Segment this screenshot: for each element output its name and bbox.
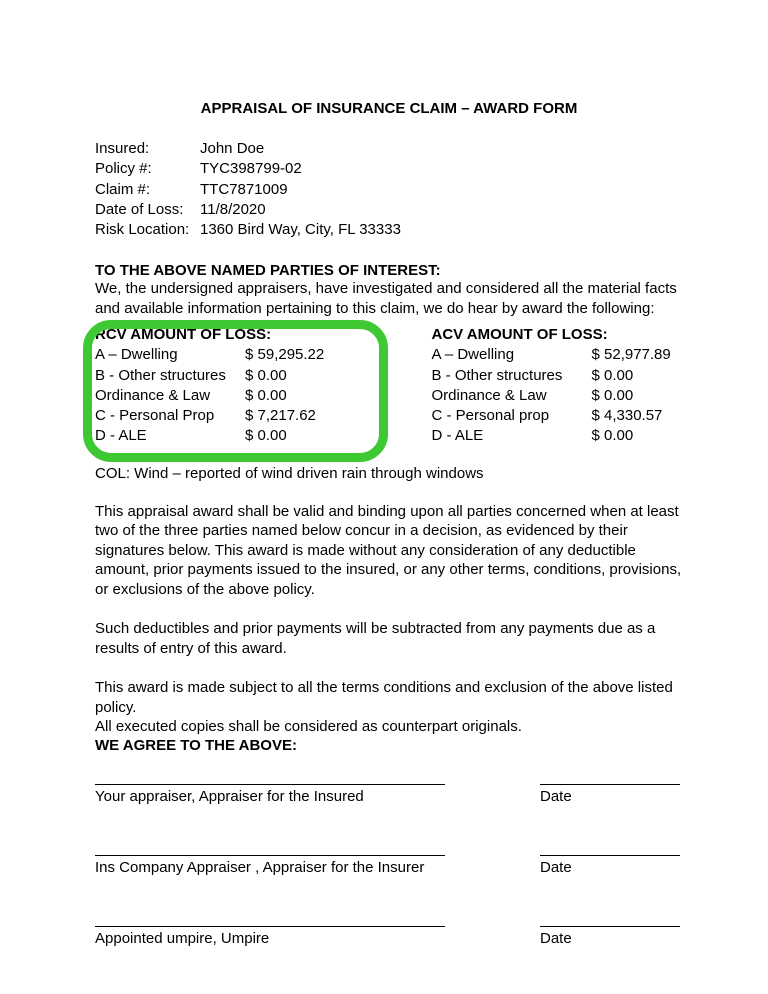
signature-umpire: Appointed umpire, Umpire — [95, 926, 445, 947]
date-loss-label: Date of Loss: — [95, 200, 200, 220]
rcv-value: $ 0.00 — [245, 386, 287, 406]
rcv-heading: RCV AMOUNT OF LOSS: — [95, 326, 347, 343]
rcv-row: B - Other structures $ 0.00 — [95, 366, 347, 386]
signature-date-label: Date — [540, 855, 680, 876]
acv-row: B - Other structures $ 0.00 — [432, 366, 684, 386]
acv-row: Ordinance & Law $ 0.00 — [432, 386, 684, 406]
signature-date-label: Date — [540, 926, 680, 947]
rcv-row: Ordinance & Law $ 0.00 — [95, 386, 347, 406]
acv-label: B - Other structures — [432, 366, 592, 386]
rcv-row: A – Dwelling $ 59,295.22 — [95, 345, 347, 365]
policy-label: Policy #: — [95, 159, 200, 179]
acv-value: $ 0.00 — [592, 386, 634, 406]
acv-label: Ordinance & Law — [432, 386, 592, 406]
insured-label: Insured: — [95, 139, 200, 159]
acv-label: A – Dwelling — [432, 345, 592, 365]
acv-label: D - ALE — [432, 426, 592, 446]
rcv-row: C - Personal Prop $ 7,217.62 — [95, 406, 347, 426]
policy-value: TYC398799-02 — [200, 159, 302, 179]
acv-heading: ACV AMOUNT OF LOSS: — [432, 326, 684, 343]
rcv-label: B - Other structures — [95, 366, 245, 386]
acv-row: A – Dwelling $ 52,977.89 — [432, 345, 684, 365]
rcv-value: $ 7,217.62 — [245, 406, 316, 426]
acv-value: $ 52,977.89 — [592, 345, 671, 365]
document-title: APPRAISAL OF INSURANCE CLAIM – AWARD FOR… — [95, 100, 683, 117]
rcv-column: RCV AMOUNT OF LOSS: A – Dwelling $ 59,29… — [95, 326, 347, 446]
claim-value: TTC7871009 — [200, 180, 288, 200]
rcv-label: Ordinance & Law — [95, 386, 245, 406]
rcv-value: $ 0.00 — [245, 366, 287, 386]
acv-value: $ 0.00 — [592, 366, 634, 386]
acv-row: D - ALE $ 0.00 — [432, 426, 684, 446]
acv-value: $ 4,330.57 — [592, 406, 663, 426]
signature-block: Ins Company Appraiser , Appraiser for th… — [95, 855, 683, 876]
signature-block: Your appraiser, Appraiser for the Insure… — [95, 784, 683, 805]
risk-location-label: Risk Location: — [95, 220, 200, 240]
parties-heading: TO THE ABOVE NAMED PARTIES OF INTEREST: — [95, 262, 683, 279]
paragraph-deductibles: Such deductibles and prior payments will… — [95, 619, 683, 658]
agree-heading: WE AGREE TO THE ABOVE: — [95, 737, 683, 754]
paragraph-copies: All executed copies shall be considered … — [95, 717, 683, 737]
rcv-label: C - Personal Prop — [95, 406, 245, 426]
header-info-block: Insured: John Doe Policy #: TYC398799-02… — [95, 139, 683, 240]
rcv-row: D - ALE $ 0.00 — [95, 426, 347, 446]
intro-text: We, the undersigned appraisers, have inv… — [95, 279, 683, 318]
acv-column: ACV AMOUNT OF LOSS: A – Dwelling $ 52,97… — [432, 326, 684, 446]
acv-row: C - Personal prop $ 4,330.57 — [432, 406, 684, 426]
signature-insured-appraiser: Your appraiser, Appraiser for the Insure… — [95, 784, 445, 805]
insured-value: John Doe — [200, 139, 264, 159]
col-text: COL: Wind – reported of wind driven rain… — [95, 465, 683, 482]
paragraph-terms: This award is made subject to all the te… — [95, 678, 683, 717]
rcv-value: $ 59,295.22 — [245, 345, 324, 365]
risk-location-value: 1360 Bird Way, City, FL 33333 — [200, 220, 401, 240]
signature-block: Appointed umpire, Umpire Date — [95, 926, 683, 947]
acv-value: $ 0.00 — [592, 426, 634, 446]
claim-label: Claim #: — [95, 180, 200, 200]
signature-insurer-appraiser: Ins Company Appraiser , Appraiser for th… — [95, 855, 445, 876]
rcv-label: A – Dwelling — [95, 345, 245, 365]
rcv-value: $ 0.00 — [245, 426, 287, 446]
date-loss-value: 11/8/2020 — [200, 200, 266, 220]
acv-label: C - Personal prop — [432, 406, 592, 426]
rcv-label: D - ALE — [95, 426, 245, 446]
signature-date-label: Date — [540, 784, 680, 805]
paragraph-validity: This appraisal award shall be valid and … — [95, 502, 683, 600]
loss-amounts-container: RCV AMOUNT OF LOSS: A – Dwelling $ 59,29… — [95, 326, 683, 446]
